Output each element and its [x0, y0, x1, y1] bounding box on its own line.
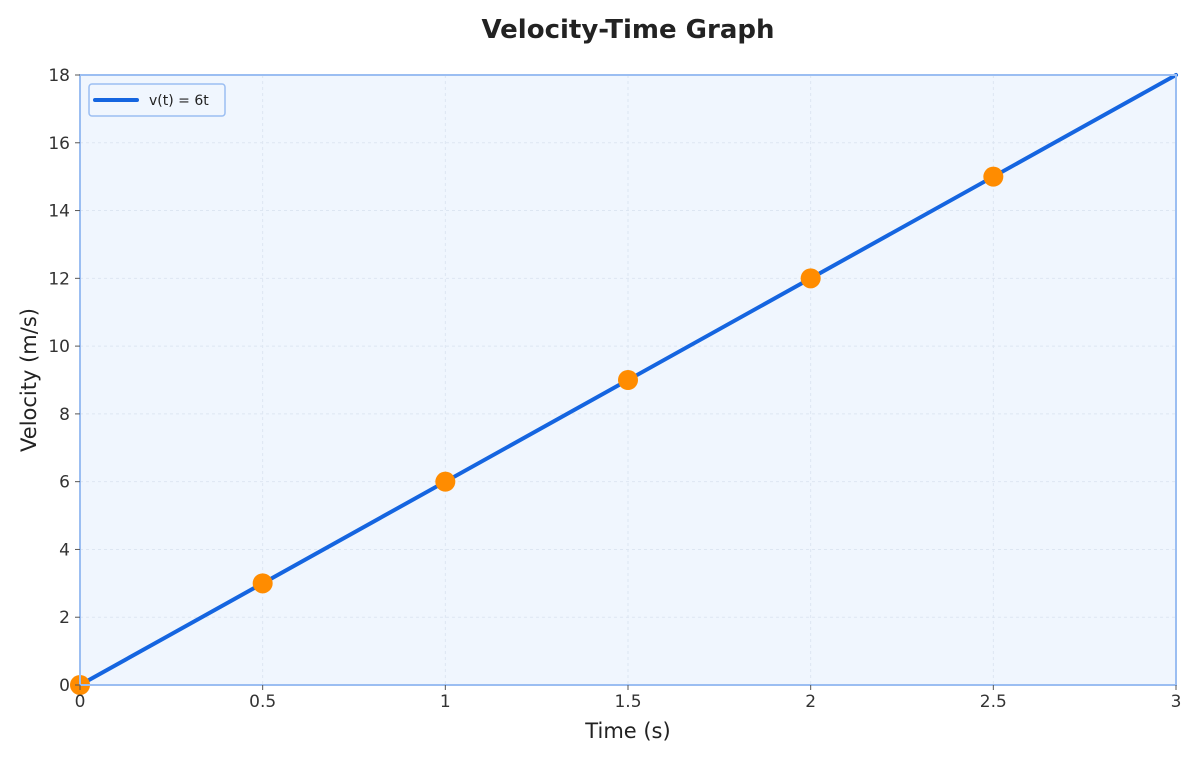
x-tick-label: 2.5 — [980, 692, 1007, 712]
x-tick-label: 3 — [1171, 692, 1182, 712]
data-point-marker[interactable] — [800, 268, 821, 289]
marker-layer — [70, 166, 1004, 695]
y-axis-ticks: 0 2 4 6 8 10 12 14 16 18 — [48, 66, 80, 696]
x-axis-label: Time (s) — [584, 719, 670, 743]
y-tick-label: 16 — [48, 134, 70, 154]
x-axis-ticks: 0 0.5 1 1.5 2 2.5 3 — [75, 685, 1182, 712]
x-tick-label: 0.5 — [249, 692, 276, 712]
y-tick-label: 10 — [48, 337, 70, 357]
legend-box — [88, 83, 226, 117]
y-tick-label: 18 — [48, 66, 70, 86]
legend[interactable]: v(t) = 6t — [88, 83, 226, 117]
legend-label-v-t: v(t) = 6t — [149, 93, 209, 109]
y-axis-label: Velocity (m/s) — [17, 308, 41, 452]
y-tick-label: 8 — [59, 405, 70, 425]
y-tick-label: 12 — [48, 269, 70, 289]
x-tick-label: 1.5 — [614, 692, 641, 712]
x-tick-label: 2 — [805, 692, 816, 712]
y-tick-label: 14 — [48, 202, 70, 222]
data-point-marker[interactable] — [435, 471, 456, 492]
y-tick-label: 6 — [59, 473, 70, 493]
data-point-marker[interactable] — [618, 370, 638, 390]
y-tick-label: 0 — [59, 676, 70, 696]
y-tick-label: 4 — [59, 540, 70, 560]
data-point-marker[interactable] — [983, 166, 1004, 187]
y-tick-label: 2 — [59, 608, 70, 628]
x-tick-label: 0 — [75, 692, 86, 712]
data-point-marker[interactable] — [252, 573, 273, 594]
chart-title: Velocity-Time Graph — [481, 15, 774, 45]
x-tick-label: 1 — [440, 692, 451, 712]
